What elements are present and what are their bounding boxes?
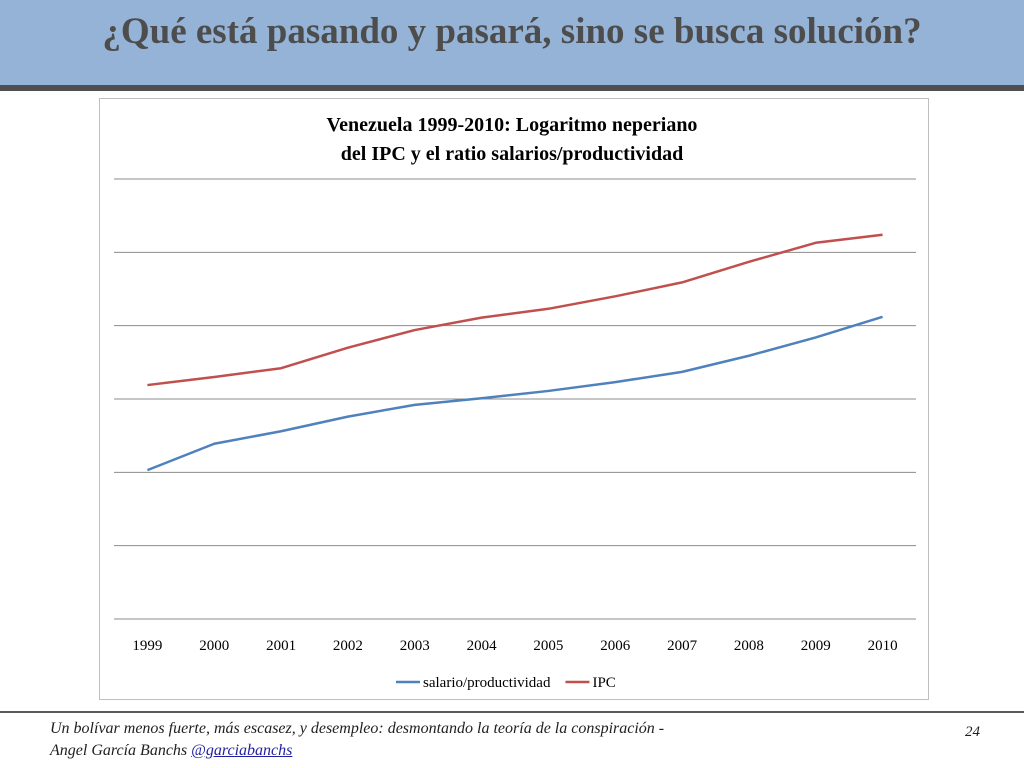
series-line-ipc xyxy=(147,233,883,387)
x-tick-label: 2004 xyxy=(467,638,498,654)
x-tick-label: 2008 xyxy=(734,638,764,654)
legend-label: salario/productividad xyxy=(423,675,551,691)
x-tick-label: 1999 xyxy=(132,638,162,654)
twitter-handle-link[interactable]: @garciabanchs xyxy=(191,742,293,759)
x-tick-label: 2007 xyxy=(667,638,698,654)
footer-line-1: Un bolívar menos fuerte, más escasez, y … xyxy=(50,720,665,737)
slide-title: ¿Qué está pasando y pasará, sino se busc… xyxy=(102,11,922,52)
header-divider xyxy=(0,85,1024,91)
chart-title-line-1: Venezuela 1999-2010: Logaritmo neperiano xyxy=(326,114,698,136)
footer-divider xyxy=(0,711,1024,713)
x-tick-label: 2002 xyxy=(333,638,363,654)
x-tick-label: 2006 xyxy=(600,638,631,654)
footer-author: Angel García Banchs xyxy=(50,742,192,759)
footer-text: Un bolívar menos fuerte, más escasez, y … xyxy=(50,718,870,762)
page-number: 24 xyxy=(965,724,980,740)
x-tick-label: 2005 xyxy=(533,638,563,654)
x-tick-label: 2003 xyxy=(400,638,430,654)
series-line-salario-productividad xyxy=(146,315,883,472)
x-axis-labels: 1999 2000 2001 2002 2003 2004 2005 2006 2007 2008… xyxy=(132,638,897,654)
gridlines xyxy=(114,178,916,620)
x-tick-label: 2000 xyxy=(199,638,229,654)
x-tick-label: 2009 xyxy=(801,638,831,654)
chart-title-line-2: del IPC y el ratio salarios/productivida… xyxy=(340,143,684,165)
x-tick-label: 2010 xyxy=(868,638,898,654)
slide-header-band xyxy=(0,0,1024,85)
x-tick-label: 2001 xyxy=(266,638,296,654)
legend-label: IPC xyxy=(592,675,615,691)
series-lines xyxy=(146,233,883,472)
chart-legend: salario/productividad IPC xyxy=(396,675,616,691)
chart-title: Venezuela 1999-2010: Logaritmo neperiano… xyxy=(0,111,1024,169)
